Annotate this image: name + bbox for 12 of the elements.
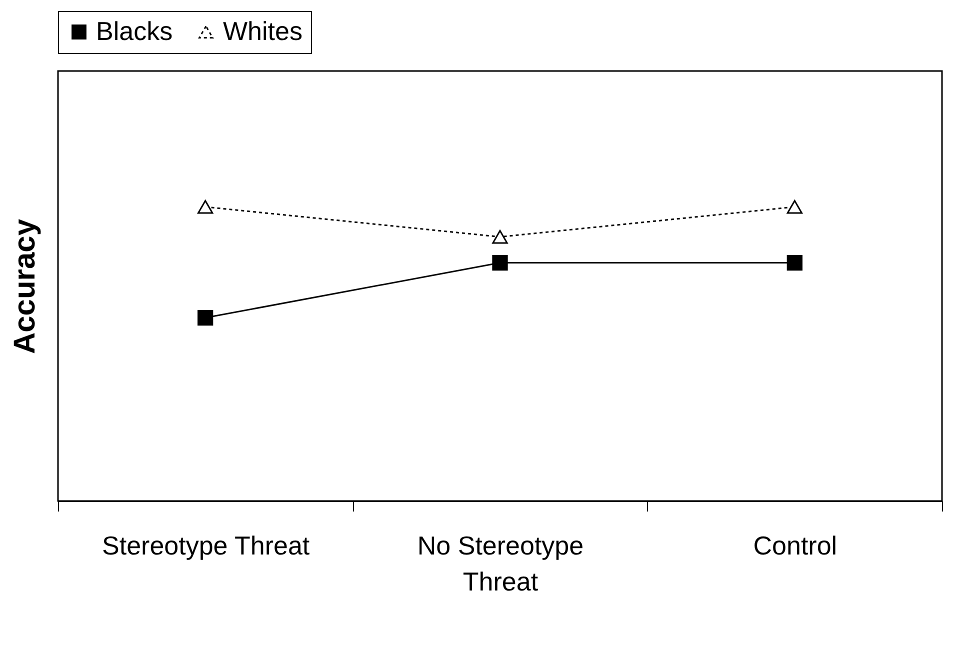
point (786, 254, 802, 271)
x-tick-label: Stereotype Threat (102, 530, 310, 560)
point (198, 200, 214, 214)
legend-label: Whites (223, 16, 302, 46)
point (492, 230, 508, 244)
x-tick-label: No Stereotype Threat (417, 530, 584, 596)
point (492, 254, 508, 271)
point (786, 200, 802, 214)
x-tick-label: Control (753, 530, 838, 560)
point (198, 310, 214, 326)
legend-label: Blacks (96, 16, 173, 46)
y-axis-title: Accuracy (8, 218, 42, 354)
